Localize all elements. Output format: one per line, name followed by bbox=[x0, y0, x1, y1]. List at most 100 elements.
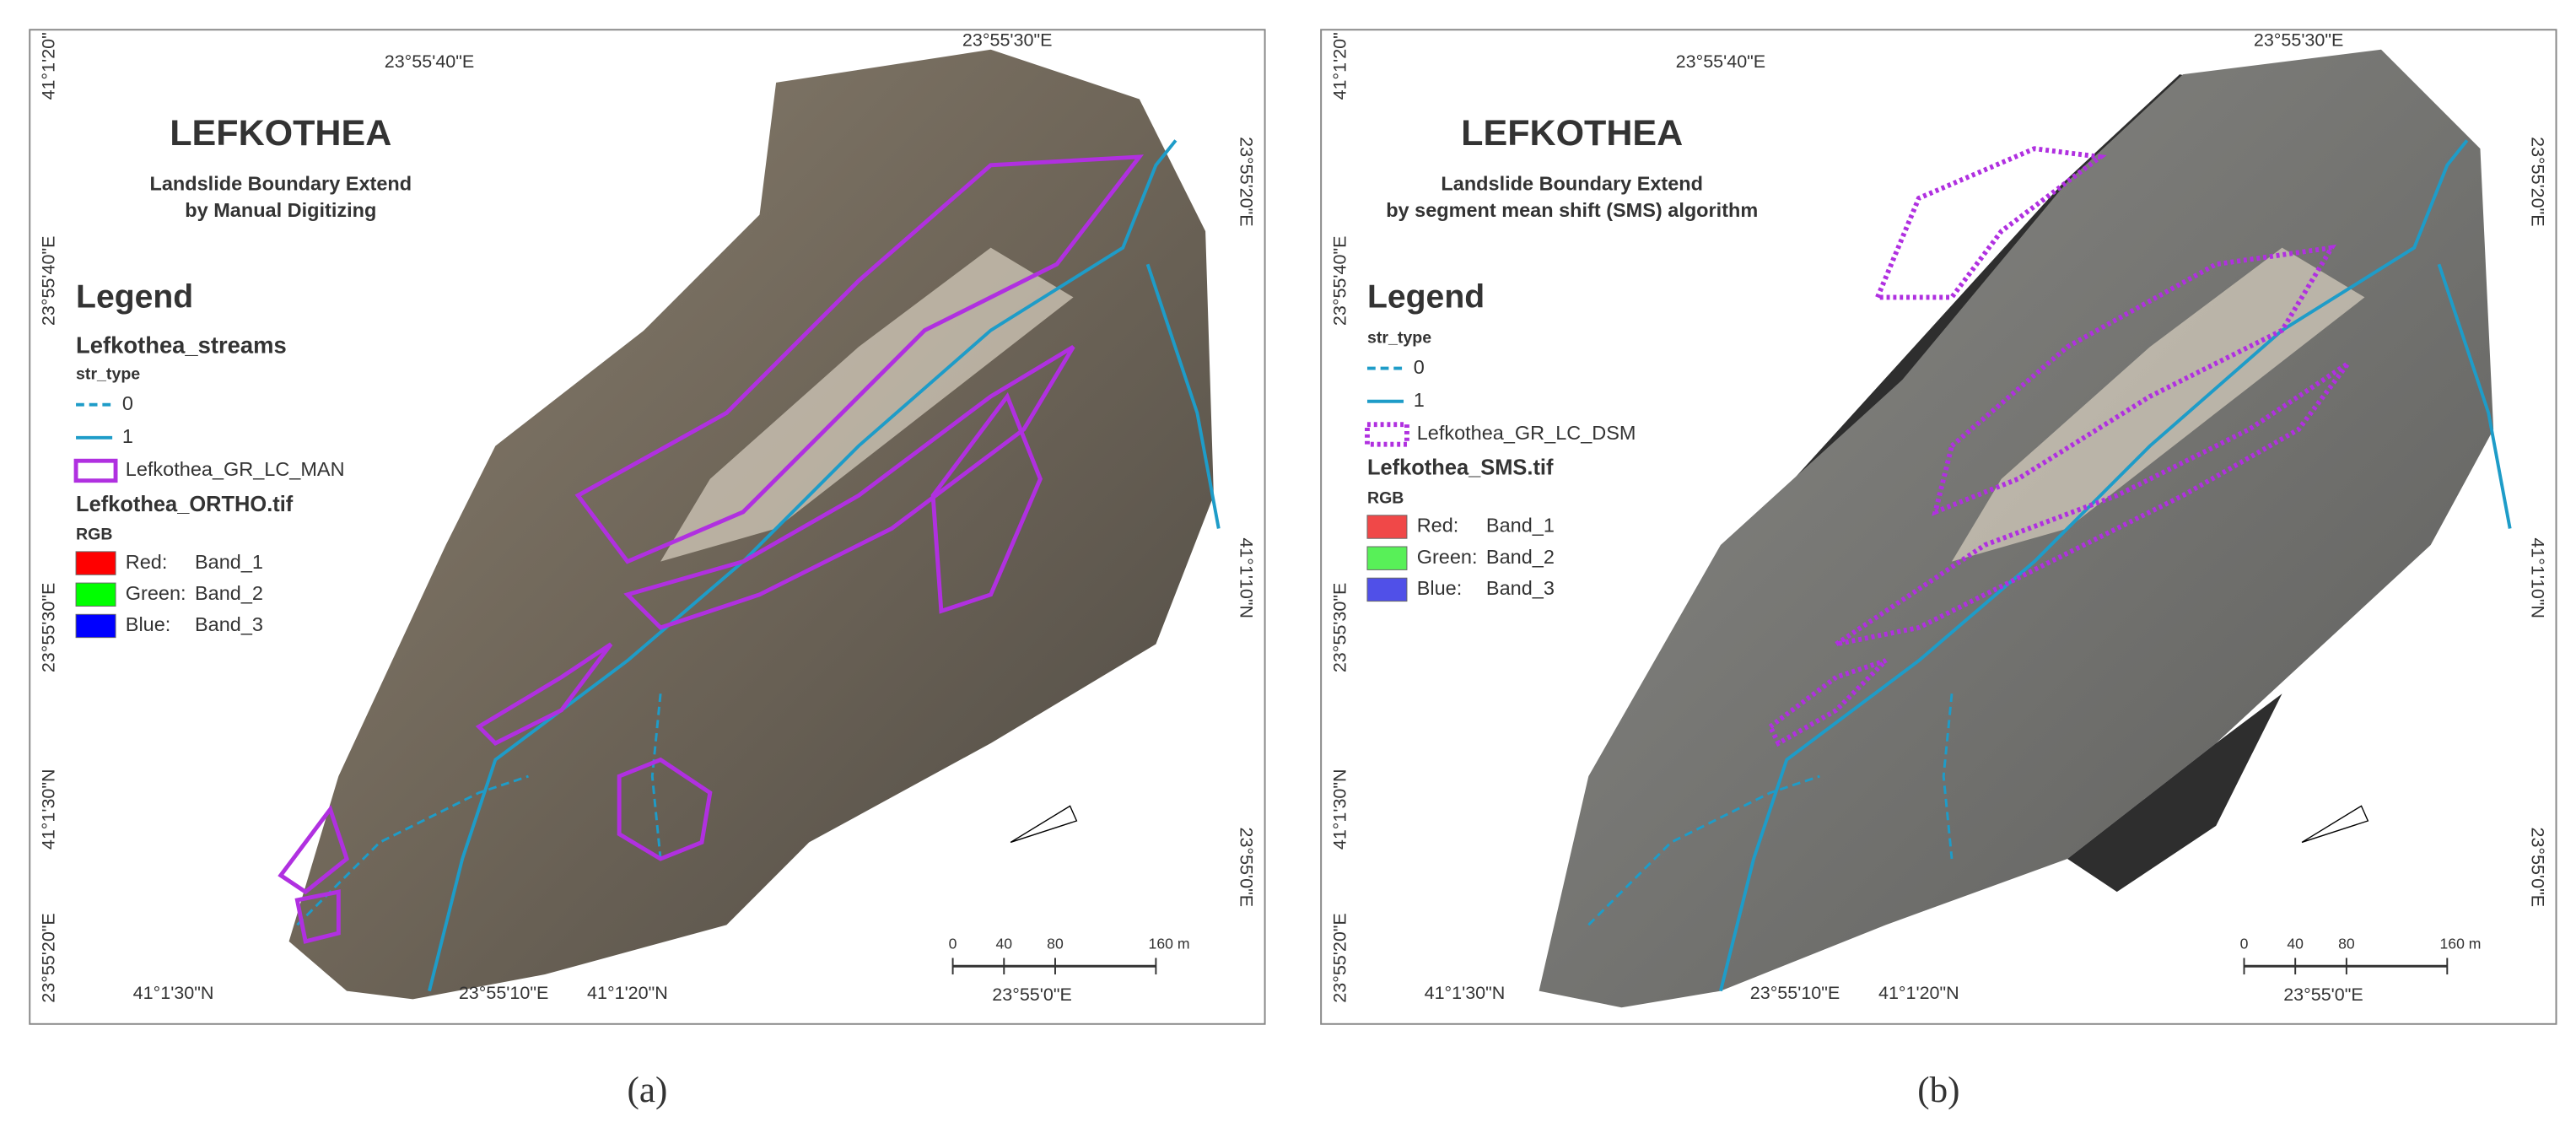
legend-heading: Legend bbox=[1367, 279, 1485, 316]
scale-bar-label: 40 bbox=[995, 935, 1012, 952]
landslide-boundary bbox=[1835, 361, 2351, 647]
legend-field: str_type bbox=[1367, 329, 1431, 348]
legend-boundary: Lefkothea_GR_LC_DSM bbox=[1417, 422, 1636, 444]
north-arrow bbox=[2301, 805, 2369, 844]
legend-field: str_type bbox=[76, 365, 140, 384]
legend-raster-mode: RGB bbox=[1367, 488, 1404, 507]
legend-boundary-symbol bbox=[1365, 422, 1409, 447]
legend-band-swatch bbox=[75, 582, 116, 607]
coordinate-label: 23°55'0"E bbox=[992, 985, 1072, 1005]
coordinate-label: 23°55'20"E bbox=[38, 913, 58, 1002]
legend-stream-class: 1 bbox=[122, 425, 133, 447]
coordinate-label: 41°1'20" bbox=[38, 32, 58, 100]
map-panel: LEFKOTHEA Landslide Boundary Extend by seg… bbox=[1320, 29, 2557, 1110]
legend-band-swatch bbox=[75, 613, 116, 639]
landslide-boundary bbox=[278, 805, 349, 895]
coordinate-label: 41°1'20"N bbox=[1878, 983, 1959, 1003]
legend-band-name: Blue: bbox=[126, 613, 171, 635]
scale-bar-label: 0 bbox=[2240, 935, 2249, 952]
legend-band-name: Red: bbox=[1417, 515, 1459, 537]
stream-class-1 bbox=[428, 139, 1178, 992]
coordinate-label: 41°1'20" bbox=[1329, 32, 1350, 100]
legend-boundary-symbol bbox=[73, 458, 118, 483]
coordinate-label: 23°55'40"E bbox=[1676, 51, 1766, 72]
scale-bar-label: 160 m bbox=[1149, 935, 1190, 952]
coordinate-label: 23°55'40"E bbox=[1329, 236, 1350, 326]
stream-class-0 bbox=[1587, 774, 1820, 926]
coordinate-label: 23°55'20"E bbox=[1329, 913, 1350, 1002]
legend-stream-class: 0 bbox=[1414, 356, 1425, 378]
scale-bar-label: 0 bbox=[949, 935, 957, 952]
legend-band-value: Band_2 bbox=[195, 582, 263, 604]
legend-raster: Lefkothea_ORTHO.tif bbox=[76, 493, 294, 516]
coordinate-label: 41°1'30"N bbox=[133, 983, 214, 1003]
legend-raster-mode: RGB bbox=[76, 525, 112, 543]
stream-class-1 bbox=[1145, 263, 1221, 529]
legend-band-swatch bbox=[1366, 515, 1408, 539]
legend-band-name: Red: bbox=[126, 551, 168, 573]
landslide-boundary bbox=[294, 889, 341, 944]
scale-bar-label: 40 bbox=[2287, 935, 2304, 952]
scale-bar-label: 80 bbox=[2338, 935, 2355, 952]
coordinate-label: 23°55'40"E bbox=[38, 236, 58, 326]
coordinate-label: 23°55'30"E bbox=[2254, 30, 2344, 51]
coordinate-label: 23°55'20"E bbox=[1236, 137, 1256, 227]
landslide-boundary bbox=[930, 391, 1043, 614]
legend-band-value: Band_1 bbox=[1486, 515, 1555, 537]
coordinate-label: 41°1'20"N bbox=[587, 983, 668, 1003]
legend-stream-class: 1 bbox=[1414, 389, 1425, 411]
coordinate-label: 41°1'30"N bbox=[1329, 769, 1350, 850]
coordinate-label: 23°55'20"E bbox=[2527, 137, 2547, 227]
coordinate-label: 23°55'40"E bbox=[385, 51, 475, 72]
legend-band-name: Blue: bbox=[1417, 577, 1463, 599]
landslide-boundary bbox=[1932, 244, 2336, 516]
map-subtitle: Landslide Boundary Extend bbox=[1441, 172, 1703, 194]
legend-raster: Lefkothea_SMS.tif bbox=[1367, 456, 1554, 480]
coordinate-label: 23°55'30"E bbox=[962, 30, 1052, 51]
landslide-boundary bbox=[623, 345, 1075, 630]
legend-band-value: Band_1 bbox=[195, 551, 263, 573]
landslide-boundary bbox=[1873, 146, 2107, 300]
sms-raster-shadow bbox=[2067, 693, 2282, 893]
coordinate-label: 41°1'10"N bbox=[2527, 537, 2547, 618]
legend-band-swatch bbox=[75, 551, 116, 575]
legend-band-swatch bbox=[1366, 577, 1408, 602]
legend-band-value: Band_3 bbox=[195, 613, 263, 635]
map-panel: LEFKOTHEA Landslide Boundary Extend by Man… bbox=[29, 29, 1266, 1110]
bright-landslide-area bbox=[660, 247, 1074, 562]
legend-boundary: Lefkothea_GR_LC_MAN bbox=[126, 458, 345, 480]
landslide-boundary bbox=[1766, 658, 1888, 747]
legend-heading: Legend bbox=[76, 279, 193, 316]
coordinate-label: 23°55'10"E bbox=[1750, 983, 1840, 1003]
legend-band-name: Green: bbox=[1417, 546, 1478, 568]
scale-bar-label: 160 m bbox=[2439, 935, 2481, 952]
landslide-boundary bbox=[475, 642, 613, 746]
legend-layer: Lefkothea_streams bbox=[76, 332, 287, 358]
map-subtitle: by segment mean shift (SMS) algorithm bbox=[1386, 199, 1758, 221]
stream-class-1 bbox=[2437, 263, 2512, 529]
coordinate-label: 23°55'10"E bbox=[459, 983, 549, 1003]
coordinate-label: 41°1'30"N bbox=[1425, 983, 1506, 1003]
legend-band-name: Green: bbox=[126, 582, 186, 604]
bright-landslide-area bbox=[1951, 247, 2365, 562]
legend-stream-class: 0 bbox=[122, 392, 133, 414]
coordinate-label: 23°55'0"E bbox=[2527, 828, 2547, 908]
scale-bar-label: 80 bbox=[1047, 935, 1064, 952]
north-arrow bbox=[1010, 805, 1078, 844]
stream-class-0 bbox=[296, 774, 529, 926]
stream-class-0 bbox=[1942, 693, 1954, 860]
map-subtitle: Landslide Boundary Extend bbox=[150, 172, 412, 194]
landslide-boundary bbox=[574, 154, 1145, 564]
panel-caption: (a) bbox=[628, 1071, 668, 1110]
map-title: LEFKOTHEA bbox=[170, 113, 391, 154]
stream-class-0 bbox=[650, 693, 662, 860]
legend-band-swatch bbox=[1366, 546, 1408, 570]
coordinate-label: 41°1'10"N bbox=[1236, 537, 1256, 618]
legend-band-value: Band_2 bbox=[1486, 546, 1555, 568]
map-subtitle: by Manual Digitizing bbox=[185, 199, 376, 221]
coordinate-label: 23°55'0"E bbox=[1236, 828, 1256, 908]
legend-band-value: Band_3 bbox=[1486, 577, 1555, 599]
panel-caption: (b) bbox=[1917, 1071, 1959, 1110]
